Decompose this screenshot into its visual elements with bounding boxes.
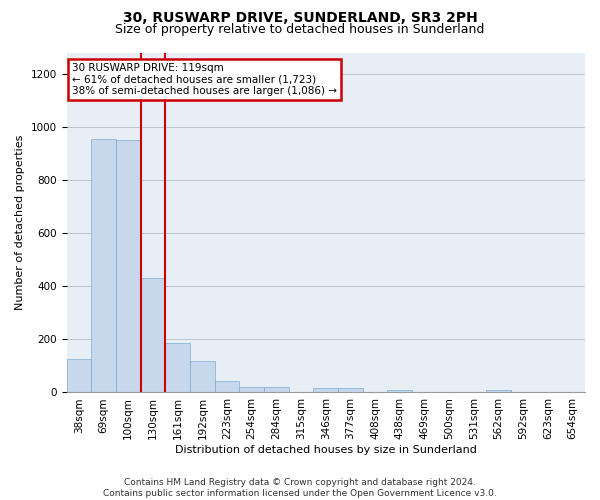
Text: Size of property relative to detached houses in Sunderland: Size of property relative to detached ho… bbox=[115, 22, 485, 36]
Bar bbox=[264, 387, 289, 392]
Bar bbox=[313, 388, 338, 392]
Text: 30, RUSWARP DRIVE, SUNDERLAND, SR3 2PH: 30, RUSWARP DRIVE, SUNDERLAND, SR3 2PH bbox=[122, 11, 478, 25]
Bar bbox=[91, 139, 116, 392]
Bar bbox=[215, 380, 239, 392]
Bar bbox=[67, 360, 91, 392]
Text: Contains HM Land Registry data © Crown copyright and database right 2024.
Contai: Contains HM Land Registry data © Crown c… bbox=[103, 478, 497, 498]
Bar bbox=[190, 360, 215, 392]
Bar bbox=[140, 278, 165, 392]
Bar bbox=[239, 387, 264, 392]
Bar bbox=[486, 390, 511, 392]
Y-axis label: Number of detached properties: Number of detached properties bbox=[15, 135, 25, 310]
Bar bbox=[165, 344, 190, 392]
Text: 30 RUSWARP DRIVE: 119sqm
← 61% of detached houses are smaller (1,723)
38% of sem: 30 RUSWARP DRIVE: 119sqm ← 61% of detach… bbox=[72, 62, 337, 96]
X-axis label: Distribution of detached houses by size in Sunderland: Distribution of detached houses by size … bbox=[175, 445, 477, 455]
Bar bbox=[116, 140, 140, 392]
Bar bbox=[388, 390, 412, 392]
Bar bbox=[338, 388, 363, 392]
